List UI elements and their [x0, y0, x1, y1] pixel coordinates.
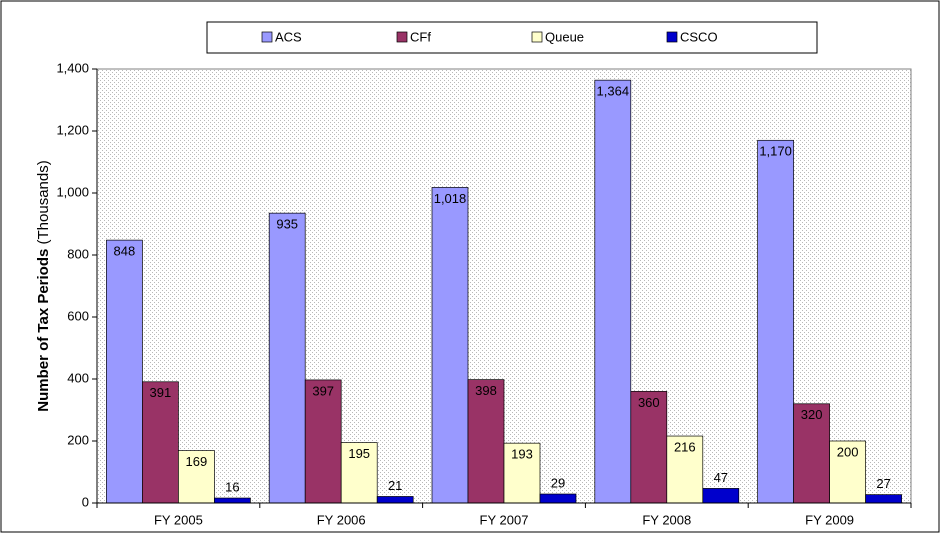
- data-label: 360: [638, 395, 660, 410]
- bar: [829, 440, 866, 504]
- bar: [503, 442, 541, 504]
- data-label: 935: [276, 217, 298, 232]
- data-label: 391: [150, 385, 172, 400]
- y-axis-label-unit: (Thousands): [35, 160, 52, 244]
- bar: [467, 379, 505, 504]
- legend-marker: [666, 31, 678, 43]
- bar: [376, 496, 414, 504]
- data-label: 195: [348, 446, 370, 461]
- bar: [594, 79, 632, 504]
- bar: [106, 239, 143, 504]
- data-label: 16: [225, 479, 239, 494]
- legend-label: ACS: [275, 29, 302, 44]
- data-label: 27: [876, 476, 890, 491]
- bar: [757, 139, 794, 504]
- y-tick-label: 200: [67, 432, 89, 447]
- legend-box: [206, 21, 818, 54]
- data-label: 848: [114, 244, 136, 259]
- x-tick-label: FY 2006: [317, 512, 366, 527]
- x-tick-label: FY 2009: [805, 512, 854, 527]
- y-tick-label: 800: [67, 246, 89, 261]
- data-label: 169: [186, 454, 208, 469]
- data-label: 398: [475, 383, 497, 398]
- y-tick-label: 0: [82, 494, 89, 509]
- bar: [431, 187, 469, 504]
- legend-label: CFf: [410, 29, 431, 44]
- bar: [142, 381, 179, 504]
- data-label: 1,018: [434, 191, 467, 206]
- bar: [539, 493, 577, 504]
- y-tick-label: 600: [67, 308, 89, 323]
- y-axis-label-main: Number of Tax Periods: [35, 249, 52, 412]
- legend-marker: [531, 31, 543, 43]
- x-tick-label: FY 2007: [480, 512, 529, 527]
- y-tick-label: 400: [67, 370, 89, 385]
- bar: [865, 494, 902, 504]
- x-tick-label: FY 2008: [642, 512, 691, 527]
- x-tick-label: FY 2005: [154, 512, 203, 527]
- bar: [793, 403, 830, 504]
- y-tick-label: 1,000: [56, 184, 89, 199]
- data-label: 29: [551, 475, 565, 490]
- data-label: 320: [801, 407, 823, 422]
- legend-label: Queue: [545, 29, 584, 44]
- y-tick-label: 1,400: [56, 60, 89, 75]
- bar: [702, 488, 740, 504]
- bar: [214, 497, 251, 504]
- bar: [340, 442, 378, 504]
- data-label: 397: [312, 383, 334, 398]
- y-axis-label: Number of Tax Periods (Thousands): [35, 160, 52, 411]
- legend-marker: [261, 31, 273, 43]
- data-label: 200: [837, 444, 859, 459]
- legend-label: CSCO: [680, 29, 718, 44]
- bar: [268, 212, 306, 504]
- data-label: 216: [674, 439, 696, 454]
- data-label: 193: [511, 447, 533, 462]
- data-label: 47: [714, 470, 728, 485]
- bar: [304, 379, 342, 504]
- bar: [666, 435, 704, 504]
- y-tick-label: 1,200: [56, 122, 89, 137]
- data-label: 21: [388, 478, 402, 493]
- bar: [178, 450, 215, 504]
- legend-marker: [396, 31, 408, 43]
- data-label: 1,170: [759, 144, 792, 159]
- data-label: 1,364: [597, 84, 630, 99]
